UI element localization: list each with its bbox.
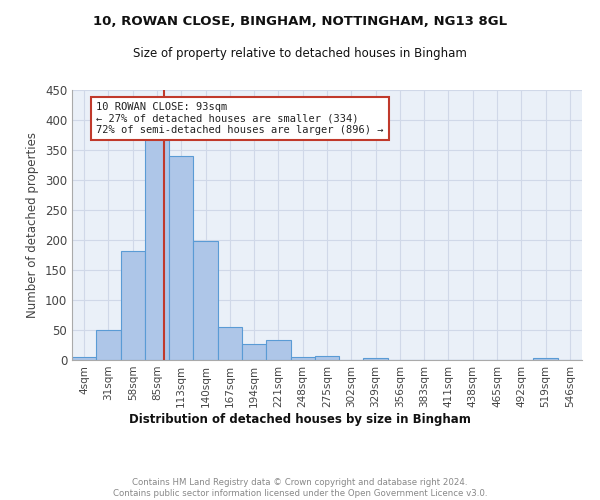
Bar <box>193 240 218 360</box>
Text: Distribution of detached houses by size in Bingham: Distribution of detached houses by size … <box>129 412 471 426</box>
Bar <box>72 357 96 360</box>
Text: 10 ROWAN CLOSE: 93sqm
← 27% of detached houses are smaller (334)
72% of semi-det: 10 ROWAN CLOSE: 93sqm ← 27% of detached … <box>96 102 384 135</box>
Bar <box>364 358 388 360</box>
Y-axis label: Number of detached properties: Number of detached properties <box>26 132 40 318</box>
Text: Contains HM Land Registry data © Crown copyright and database right 2024.
Contai: Contains HM Land Registry data © Crown c… <box>113 478 487 498</box>
Bar <box>218 327 242 360</box>
Text: Size of property relative to detached houses in Bingham: Size of property relative to detached ho… <box>133 48 467 60</box>
Bar <box>145 138 169 360</box>
Bar <box>121 252 145 360</box>
Bar <box>290 357 315 360</box>
Bar <box>96 330 121 360</box>
Bar <box>266 340 290 360</box>
Text: 10, ROWAN CLOSE, BINGHAM, NOTTINGHAM, NG13 8GL: 10, ROWAN CLOSE, BINGHAM, NOTTINGHAM, NG… <box>93 15 507 28</box>
Bar <box>533 358 558 360</box>
Bar <box>169 156 193 360</box>
Bar <box>315 356 339 360</box>
Bar <box>242 344 266 360</box>
